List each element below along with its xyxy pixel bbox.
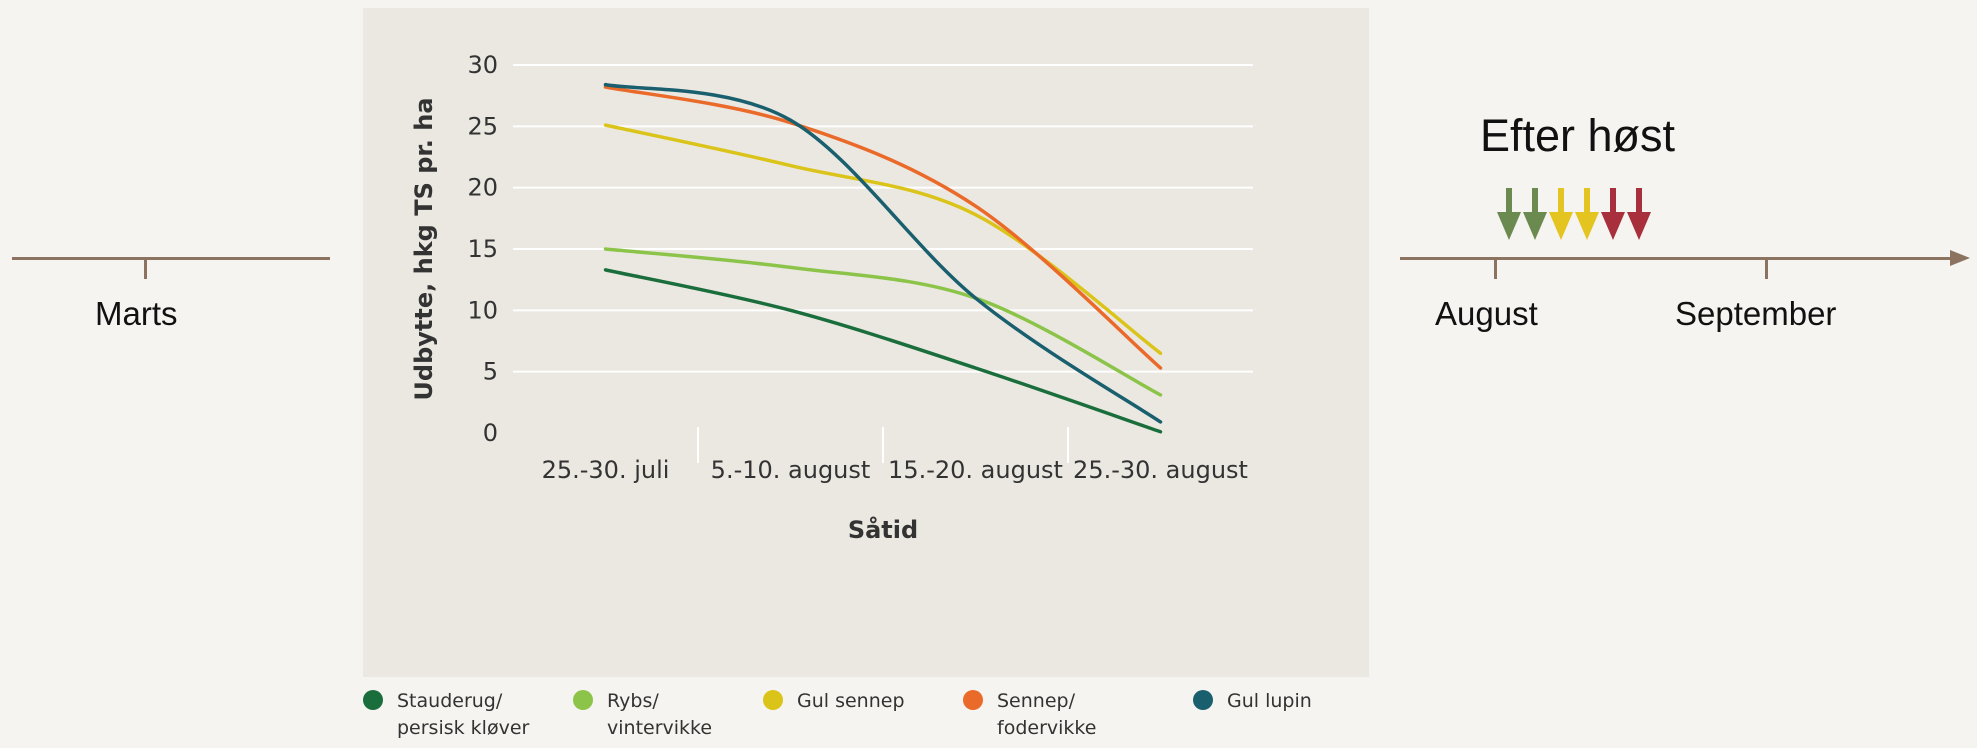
y-tick-label: 0 (483, 419, 498, 447)
series-line (603, 268, 1163, 434)
legend-item: Rybs/ vintervikke (573, 688, 712, 742)
arrow-shaft (1636, 188, 1642, 212)
legend-swatch (573, 690, 593, 710)
arrow-shaft (1558, 188, 1564, 212)
y-tick-label: 10 (467, 296, 498, 324)
down-arrow-icon (1601, 212, 1625, 240)
down-arrow-icon (1497, 212, 1521, 240)
x-tick-label: 25.-30. august (1073, 456, 1248, 484)
down-arrow-icon (1575, 212, 1599, 240)
arrow-shaft (1506, 188, 1512, 212)
legend-label: Gul lupin (1227, 690, 1312, 712)
legend-label: Gul sennep (797, 690, 905, 712)
series-line (603, 82, 1163, 424)
x-tick-label: 5.-10. august (711, 456, 871, 484)
down-arrow-icon (1549, 212, 1573, 240)
series-line (603, 247, 1163, 397)
right-timeline-axis (1400, 257, 1960, 260)
y-tick-label: 5 (483, 358, 498, 386)
legend-item: Gul lupin (1193, 688, 1312, 715)
y-tick-label: 15 (467, 235, 498, 263)
chart-panel: 0 5 10 15 20 25 30 25.-30. juli 5.-10. august 15.… (363, 8, 1369, 677)
legend-label: Rybs/ vintervikke (607, 690, 713, 739)
y-tick-label: 20 (467, 174, 498, 202)
x-axis-title: Såtid (848, 515, 918, 544)
x-tick-label: 15.-20. august (888, 456, 1063, 484)
legend-label: Stauderug/ persisk kløver (397, 690, 530, 739)
y-tick-label: 25 (467, 112, 498, 140)
y-axis-title: Udbytte, hkg TS pr. ha (410, 97, 438, 400)
line-chart: 0 5 10 15 20 25 30 25.-30. juli 5.-10. august 15.… (410, 51, 1253, 544)
x-tick-label: 25.-30. juli (542, 456, 670, 484)
timeline-arrow-icon (1950, 250, 1970, 266)
legend-item: Sennep/ fodervikke (963, 688, 1096, 742)
arrow-shaft (1532, 188, 1538, 212)
legend-item: Gul sennep (763, 688, 905, 715)
legend-label: Sennep/ fodervikke (997, 690, 1097, 739)
september-tick (1765, 259, 1768, 279)
month-label-august: August (1435, 295, 1538, 332)
down-arrow-icon (1523, 212, 1547, 240)
arrow-shaft (1610, 188, 1616, 212)
left-timeline-axis (12, 257, 330, 260)
left-timeline-tick (144, 259, 147, 279)
month-label-september: September (1675, 295, 1837, 332)
legend-swatch (963, 690, 983, 710)
legend-item: Stauderug/ persisk kløver (363, 688, 529, 742)
month-label-marts: Marts (95, 295, 178, 332)
down-arrow-icon (1627, 212, 1651, 240)
arrow-shaft (1584, 188, 1590, 212)
efter-host-heading: Efter høst (1480, 110, 1676, 161)
legend-swatch (363, 690, 383, 710)
y-tick-label: 30 (467, 51, 498, 79)
august-tick (1494, 259, 1497, 279)
legend-swatch (1193, 690, 1213, 710)
series-line (603, 85, 1163, 370)
series-line (603, 123, 1163, 356)
legend-swatch (763, 690, 783, 710)
